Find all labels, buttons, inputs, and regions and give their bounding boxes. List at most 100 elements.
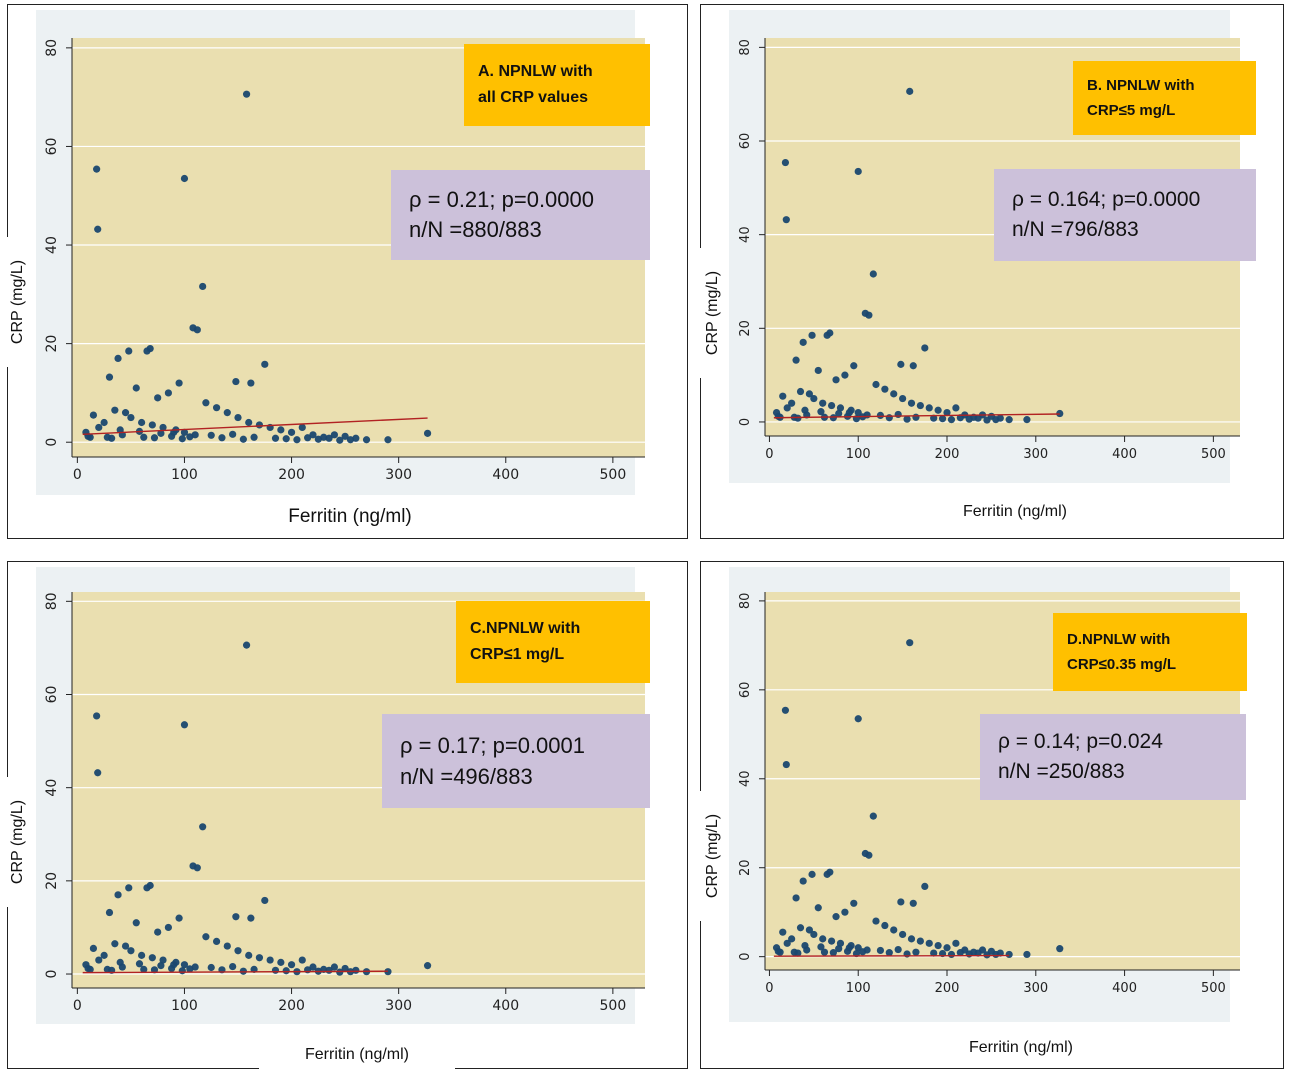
y-tick-label: 60	[44, 138, 60, 156]
data-point	[881, 921, 889, 930]
data-point	[899, 930, 907, 939]
data-point	[168, 432, 176, 440]
data-point	[808, 331, 816, 339]
data-point	[159, 956, 167, 964]
data-point	[127, 413, 135, 422]
data-point	[93, 712, 101, 720]
data-point	[309, 431, 317, 439]
data-point	[150, 434, 159, 442]
panel-title-line-1: B. NPNLW with	[1087, 77, 1195, 94]
data-point	[159, 423, 167, 432]
data-point	[869, 270, 877, 278]
x-axis-title-b: Ferritin (ng/ml)	[923, 487, 1107, 537]
data-point	[819, 935, 827, 943]
y-axis-title-a: CRP (mg/L)	[4, 237, 32, 367]
chart-panel-a: 0 20 40 60 80 0 100 200 300 400 500 A. NPNLW with …	[4, 4, 688, 539]
data-point	[934, 406, 942, 414]
data-point	[330, 431, 339, 439]
y-tick-label: 60	[44, 686, 60, 704]
data-point	[965, 950, 973, 958]
data-point	[820, 948, 829, 956]
data-point	[974, 949, 982, 957]
y-tick-label: 40	[738, 226, 753, 243]
data-point	[304, 966, 312, 974]
data-point	[202, 399, 210, 407]
data-point	[341, 432, 349, 440]
data-point	[899, 394, 907, 403]
data-point	[897, 360, 905, 368]
data-point	[921, 882, 929, 890]
data-point	[114, 891, 122, 899]
data-point	[202, 933, 210, 941]
x-axis-title-d: Ferritin (ng/ml)	[929, 1028, 1113, 1068]
data-point	[894, 410, 902, 419]
data-point	[229, 962, 237, 971]
data-point	[832, 913, 840, 921]
data-point	[885, 414, 893, 422]
data-point	[239, 435, 247, 443]
data-point	[245, 951, 253, 959]
x-tick-label: 200	[935, 447, 960, 462]
data-point	[242, 641, 251, 649]
y-tick-label: 20	[44, 872, 60, 890]
data-point	[271, 434, 280, 442]
correlation-stat-box-a: ρ = 0.21; p=0.0000 n/N =880/883	[391, 170, 650, 260]
data-point	[814, 904, 822, 912]
data-point	[805, 390, 813, 398]
correlation-stat-box-d: ρ = 0.14; p=0.024 n/N =250/883	[980, 714, 1246, 800]
fit-line	[82, 970, 388, 974]
data-point	[952, 404, 960, 412]
data-point	[325, 434, 333, 442]
data-point	[125, 347, 133, 355]
data-point	[277, 426, 285, 434]
data-point	[906, 639, 914, 647]
data-point	[814, 366, 822, 375]
data-point	[93, 165, 101, 173]
data-point	[140, 965, 148, 973]
data-point	[823, 331, 831, 339]
data-point	[916, 937, 924, 945]
data-point	[138, 951, 146, 959]
data-point	[1056, 945, 1064, 953]
data-point	[827, 937, 836, 945]
panel-title-line-1: D.NPNLW with	[1067, 631, 1171, 648]
data-point	[212, 937, 221, 946]
data-point	[89, 411, 98, 419]
data-point	[819, 399, 827, 407]
data-point	[247, 914, 255, 922]
data-point	[829, 414, 837, 422]
data-point	[186, 433, 194, 441]
data-point	[105, 373, 114, 381]
x-tick-label: 500	[600, 998, 627, 1014]
data-point	[143, 884, 151, 892]
data-point	[175, 914, 183, 922]
data-point	[111, 940, 119, 948]
data-point	[850, 362, 858, 370]
data-point	[114, 354, 122, 363]
data-point	[212, 404, 221, 412]
data-point	[934, 941, 942, 950]
data-point	[835, 409, 843, 418]
data-point	[250, 433, 258, 441]
data-point	[175, 379, 183, 387]
chart-panel-b: 0 20 40 60 80 0 100 200 300 400 500 B. NPNLW with …	[699, 4, 1284, 539]
correlation-stat-line: ρ = 0.17; p=0.0001	[400, 733, 586, 758]
data-point	[164, 923, 172, 932]
panel-title-line-2: CRP≤0.35 mg/L	[1067, 656, 1177, 673]
x-axis-title-c: Ferritin (ng/ml)	[259, 1033, 455, 1069]
data-point	[992, 416, 1000, 424]
data-point	[95, 423, 103, 432]
data-point	[938, 415, 947, 423]
y-axis-title-b: CRP (mg/L)	[699, 248, 727, 378]
data-point	[234, 947, 242, 955]
x-tick-label: 300	[385, 467, 412, 483]
x-tick-label: 0	[73, 467, 82, 483]
data-point	[154, 928, 162, 936]
y-tick-label: 80	[738, 593, 753, 610]
data-point	[810, 930, 818, 939]
x-tick-label: 0	[765, 447, 773, 462]
data-point	[794, 414, 802, 422]
data-point	[154, 394, 162, 402]
x-tick-label: 100	[846, 981, 871, 996]
data-point	[245, 418, 253, 427]
